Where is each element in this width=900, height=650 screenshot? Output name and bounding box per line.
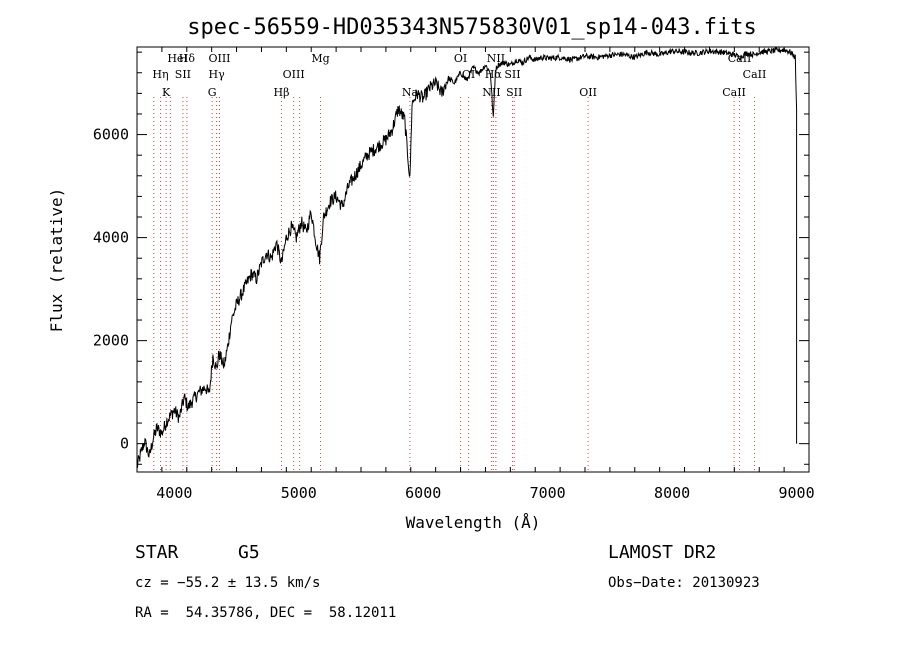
y-axis-label: Flux (relative)	[47, 188, 66, 333]
spectral-line-label: Hγ	[209, 68, 226, 81]
y-tick-label: 4000	[93, 229, 129, 247]
spectral-line-label: NII	[487, 52, 505, 65]
spectral-line-label: SII	[175, 68, 191, 81]
spectral-line-label: Hδ	[179, 52, 196, 65]
y-tick-label: 0	[120, 435, 129, 453]
spectral-line-label: Na	[402, 86, 419, 99]
coordinates: RA = 54.35786, DEC = 58.12011	[135, 605, 397, 621]
spectral-line-label: OIII	[208, 52, 230, 65]
spectral-line-label: G	[208, 86, 217, 99]
object-subclass: G5	[238, 542, 260, 563]
spectral-line-label: Hη	[152, 68, 168, 81]
x-tick-label: 5000	[281, 484, 317, 502]
spectral-line-label: CaII	[722, 86, 746, 99]
x-tick-label: 9000	[778, 484, 814, 502]
y-tick-label: 2000	[93, 332, 129, 350]
observation-date: Obs−Date: 20130923	[608, 575, 760, 591]
survey-name: LAMOST DR2	[608, 542, 717, 563]
spectral-line-label: OIII	[283, 68, 305, 81]
chart-title: spec-56559-HD035343N575830V01_sp14-043.f…	[187, 15, 757, 40]
spectral-line-label: HeI	[167, 52, 187, 65]
spectral-line-label: OII	[579, 86, 597, 99]
object-class: STAR	[135, 542, 179, 563]
spectral-line-label: OI	[462, 68, 475, 81]
x-tick-label: 4000	[156, 484, 192, 502]
x-tick-label: 7000	[530, 484, 566, 502]
spectrum-line	[136, 46, 798, 468]
x-tick-label: 8000	[654, 484, 690, 502]
plot-frame	[136, 46, 810, 473]
spectral-line-label: OI	[454, 52, 467, 65]
spectral-line-label: Hβ	[274, 86, 290, 99]
redshift-velocity: cz = −55.2 ± 13.5 km/s	[135, 575, 321, 591]
spectral-line-label: Mg	[311, 52, 329, 65]
spectral-line-label: SII	[504, 68, 520, 81]
spectral-line-label: K	[162, 86, 171, 99]
spectral-line-label: SII	[506, 86, 522, 99]
y-tick-label: 6000	[93, 126, 129, 144]
spectral-line-label: CaII	[743, 68, 767, 81]
x-tick-label: 6000	[405, 484, 441, 502]
x-axis-label: Wavelength (Å)	[406, 513, 541, 532]
